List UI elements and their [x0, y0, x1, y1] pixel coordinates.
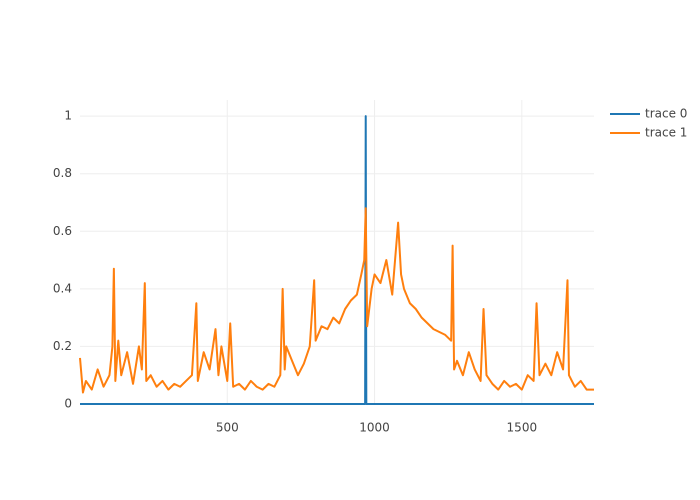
legend-label: trace 1	[645, 126, 687, 140]
x-tick-label: 1000	[359, 421, 390, 435]
x-tick-label: 1500	[507, 421, 538, 435]
y-tick-label: 0.6	[53, 224, 72, 238]
x-tick-label: 500	[216, 421, 239, 435]
y-tick-label: 0.8	[53, 166, 72, 180]
y-tick-label: 1	[64, 109, 72, 123]
line	[79, 207, 594, 394]
y-tick-label: 0.2	[53, 339, 72, 353]
y-tick-label: 0.4	[53, 281, 72, 295]
line	[80, 115, 594, 405]
y-tick-label: 0	[64, 397, 72, 411]
legend-label: trace 0	[645, 107, 687, 121]
